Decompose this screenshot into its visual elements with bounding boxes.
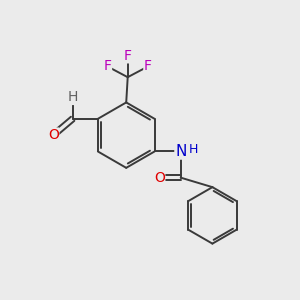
Text: F: F: [144, 59, 152, 74]
Text: O: O: [154, 171, 165, 184]
Text: O: O: [48, 128, 59, 142]
Text: H: H: [68, 90, 78, 104]
Text: N: N: [175, 144, 186, 159]
Text: F: F: [103, 59, 112, 74]
Text: F: F: [124, 49, 132, 63]
Text: H: H: [188, 142, 198, 156]
